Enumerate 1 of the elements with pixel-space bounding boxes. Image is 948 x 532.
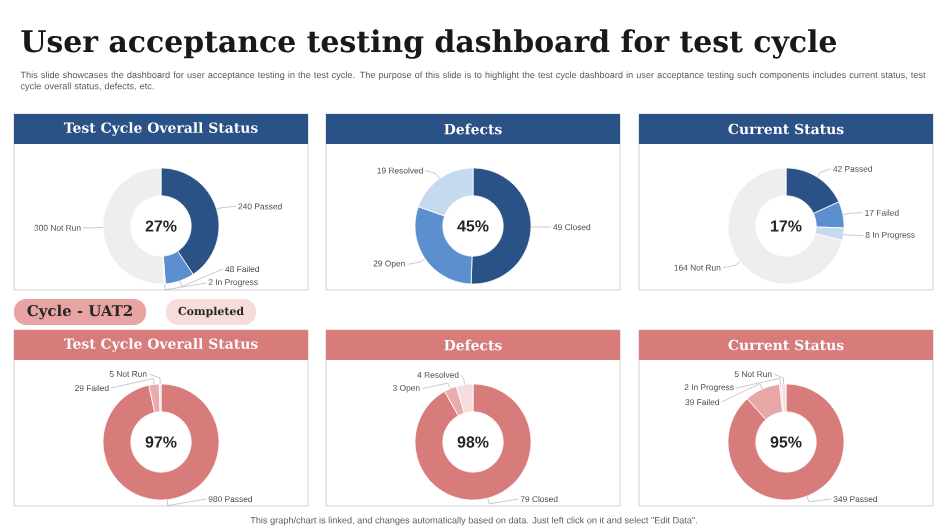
text: User acceptance testing dashboard for test cycle (21, 29, 837, 59)
